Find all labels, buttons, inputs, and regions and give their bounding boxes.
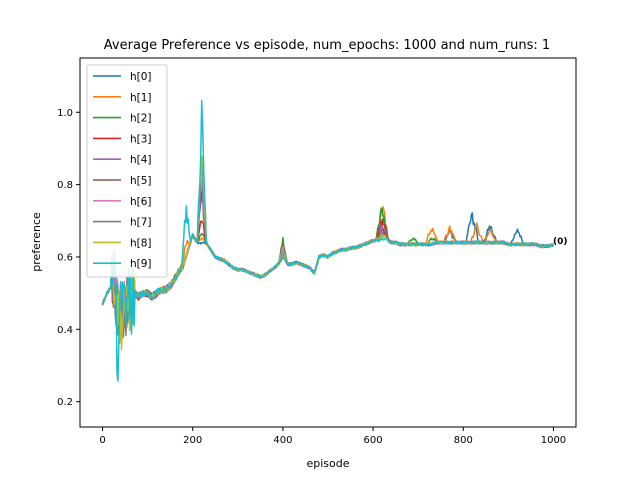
x-tick-label: 800 (454, 435, 473, 446)
series-end-label: (0) (553, 237, 568, 247)
x-tick-label: 400 (273, 435, 292, 446)
legend-label: h[8] (130, 237, 152, 249)
legend-label: h[9] (130, 258, 152, 270)
x-tick-label: 600 (364, 435, 383, 446)
plot-lines (101, 99, 555, 382)
legend-label: h[5] (130, 175, 152, 187)
y-tick-label: 0.2 (57, 397, 73, 408)
legend-label: h[0] (130, 71, 152, 83)
x-tick-label: 0 (99, 435, 105, 446)
y-tick-label: 0.4 (57, 325, 73, 336)
legend-label: h[3] (130, 133, 152, 145)
plot-frame (79, 57, 577, 428)
legend-label: h[1] (130, 92, 152, 104)
x-axis-label: episode (306, 457, 349, 470)
x-tick-label: 200 (183, 435, 202, 446)
series-line-h9 (102, 99, 555, 382)
legend-label: h[4] (130, 154, 152, 166)
legend-label: h[2] (130, 113, 152, 125)
chart-title: Average Preference vs episode, num_epoch… (104, 38, 550, 53)
y-axis-label: preference (30, 212, 43, 272)
x-axis-ticks: 0 200 400 600 800 1000 (99, 427, 566, 446)
legend: h[0] h[1] h[2] h[3] h[4] h[5] h[6] h[7] h[8] h[9] (86, 64, 168, 278)
x-tick-label: 1000 (541, 435, 566, 446)
y-tick-label: 0.6 (57, 252, 73, 263)
legend-label: h[6] (130, 196, 152, 208)
y-axis-ticks: 0.2 0.4 0.6 0.8 1.0 (57, 108, 80, 408)
y-tick-label: 0.8 (57, 180, 73, 191)
y-tick-label: 1.0 (57, 108, 73, 119)
legend-label: h[7] (130, 217, 152, 229)
